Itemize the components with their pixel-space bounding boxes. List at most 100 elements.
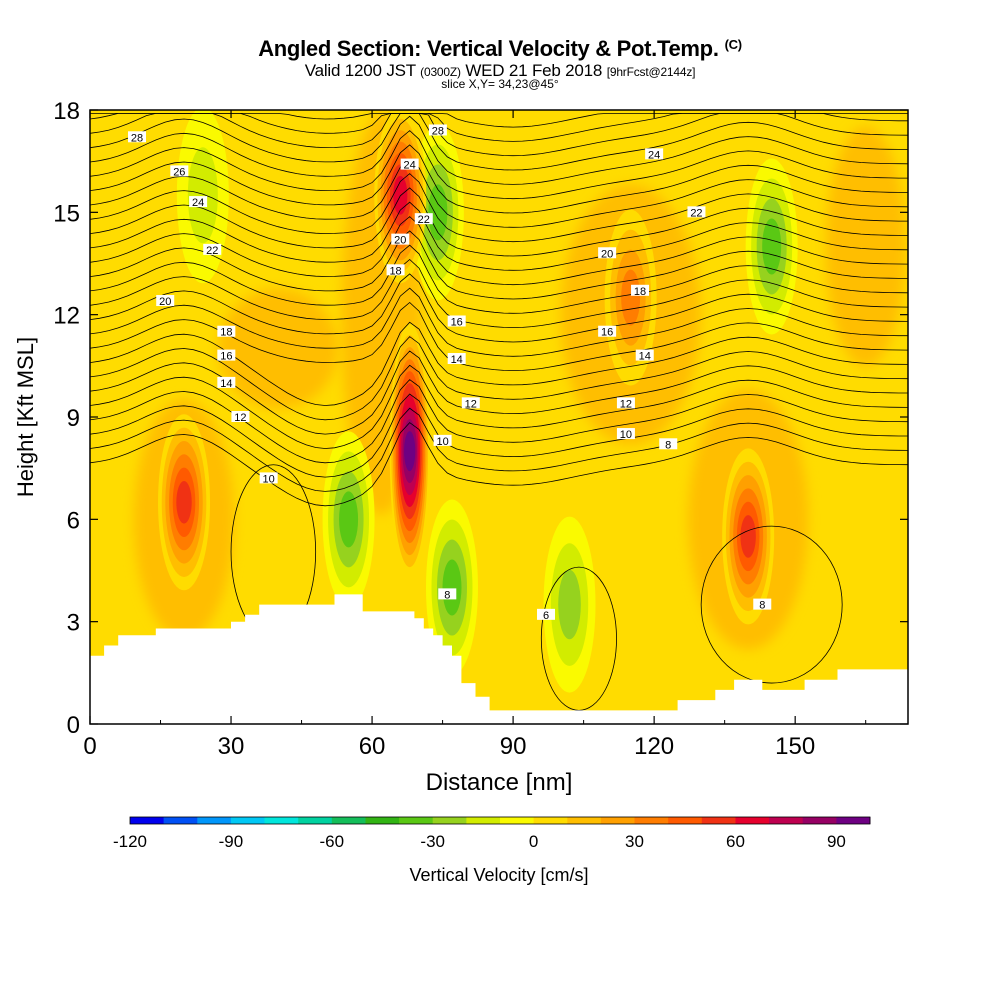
isentrope-line (90, 258, 908, 329)
contour-label-box (598, 247, 617, 259)
contour-label: 16 (220, 351, 232, 363)
contour-label-box (447, 353, 466, 365)
title-units: (C) (724, 37, 742, 52)
isentrope-line (90, 407, 908, 492)
contour-label-box (217, 349, 236, 361)
y-tick-label: 9 (67, 405, 80, 432)
colorbar-label: Vertical Velocity [cm/s] (409, 865, 588, 885)
isentrope-line (90, 201, 908, 271)
contour-label-box (616, 397, 635, 409)
y-axis-label: Height [Kft MSL] (13, 337, 38, 497)
contour-label: 12 (465, 398, 477, 410)
isentrope-line (90, 115, 908, 185)
isentrope-line (90, 336, 908, 421)
contour-label-box (635, 349, 654, 361)
colorbar-bin (331, 817, 366, 824)
isentrope-line (90, 230, 908, 300)
colorbar-bin (533, 817, 568, 824)
contour-label: 18 (220, 327, 232, 339)
downdraft-core (428, 184, 448, 241)
isentrope-line (90, 113, 908, 128)
updraft-core (740, 515, 756, 558)
contour-label: 14 (220, 378, 232, 390)
contour-label-box (128, 131, 147, 143)
contour-label: 10 (436, 436, 448, 448)
colorbar-bin (365, 817, 400, 824)
colorbar-bin (634, 817, 669, 824)
contour-label-box (438, 588, 457, 600)
downdraft-core (442, 559, 462, 616)
isentrope-line (90, 173, 908, 243)
contour-label: 10 (620, 429, 632, 441)
colorbar-tick-label: 0 (529, 832, 538, 851)
colorbar-bin (298, 817, 333, 824)
downdraft-core (339, 491, 359, 548)
colorbar-bin (500, 817, 535, 824)
contour-label-box (645, 148, 664, 160)
slice-info: slice X,Y= 34,23@45° (441, 77, 559, 91)
isentrope-line (90, 287, 908, 357)
contour-label: 20 (159, 296, 171, 308)
contour-label-box (259, 472, 278, 484)
colorbar-bin (668, 817, 703, 824)
isentrope-line (90, 144, 908, 214)
contour-label: 20 (601, 248, 613, 260)
contour-label: 8 (665, 439, 671, 451)
colorbar-tick-label: 30 (625, 832, 644, 851)
contour-label-box (217, 325, 236, 337)
contour-label-box (414, 213, 433, 225)
x-axis-label: Distance [nm] (426, 769, 573, 796)
contour-label-box (687, 206, 706, 218)
isentrope-line (90, 158, 908, 228)
y-tick-label: 15 (53, 200, 80, 227)
contour-label: 16 (451, 316, 463, 328)
contour-label-box (203, 243, 222, 255)
downdraft-core (187, 147, 218, 244)
contour-label-box (537, 608, 556, 620)
colorbar-bin (264, 817, 299, 824)
contour-label-box (616, 428, 635, 440)
terrain (90, 594, 908, 724)
contour-label-box (156, 295, 175, 307)
colorbar-tick-label: 90 (827, 832, 846, 851)
contour-label-box (753, 598, 772, 610)
contour-label-box (447, 315, 466, 327)
contour-label-box (461, 397, 480, 409)
contour-label-box (428, 124, 447, 136)
contour-label: 10 (263, 473, 275, 485)
isentrope-line (540, 566, 617, 711)
colorbar-bin (163, 817, 198, 824)
contour-label: 8 (759, 600, 765, 612)
isentrope-line (90, 130, 908, 200)
contour-label-box (659, 438, 678, 450)
updraft-core (621, 269, 641, 326)
contour-label: 18 (389, 265, 401, 277)
downdraft-core (558, 569, 581, 640)
contour-label-box (400, 158, 419, 170)
x-tick-label: 150 (775, 733, 815, 760)
isentrope-line (90, 113, 908, 171)
contour-label-box (231, 411, 250, 422)
contour-label: 6 (543, 610, 549, 622)
x-tick-label: 120 (634, 733, 674, 760)
y-tick-label: 3 (67, 610, 80, 637)
isentrope-line (90, 422, 908, 507)
colorbar-frame (129, 816, 871, 825)
colorbar-bin (432, 817, 467, 824)
y-tick-label: 0 (67, 712, 80, 739)
y-tick-label: 12 (53, 303, 80, 330)
colorbar-tick-label: -60 (320, 832, 345, 851)
isentrope-line (700, 525, 843, 684)
isentrope-line (90, 273, 908, 343)
downdraft-core (762, 218, 782, 275)
updraft-core (393, 175, 408, 215)
colorbar-bin (735, 817, 770, 824)
chart-subtitle: Valid 1200 JST (0300Z) WED 21 Feb 2018 [… (304, 61, 696, 80)
contour-label-box (391, 233, 410, 245)
x-tick-label: 60 (359, 733, 386, 760)
x-tick-label: 30 (218, 733, 245, 760)
contour-label-box (631, 284, 650, 296)
colorbar-bin (769, 817, 804, 824)
contour-label: 24 (648, 149, 660, 161)
